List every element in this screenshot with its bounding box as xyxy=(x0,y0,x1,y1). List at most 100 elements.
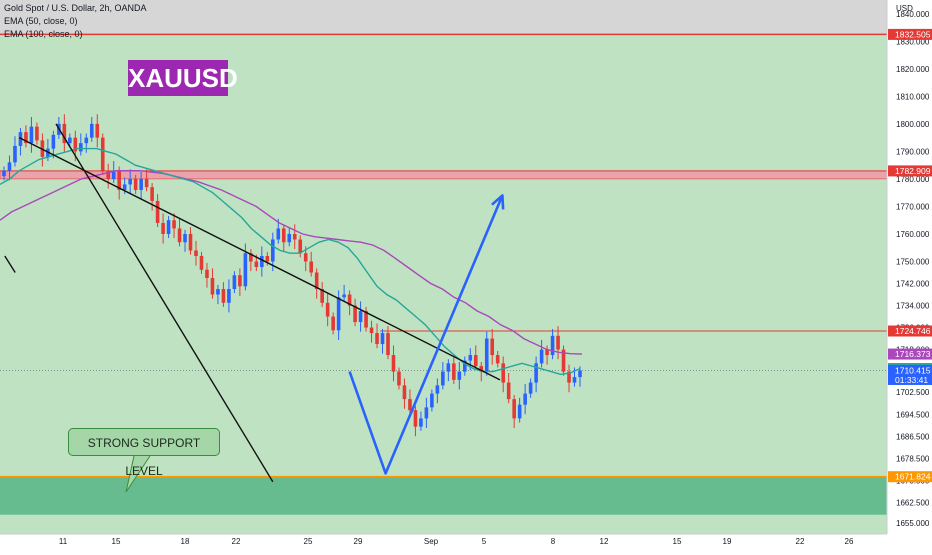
candle-body xyxy=(452,363,456,380)
candle-body xyxy=(397,371,401,386)
candle-body xyxy=(122,184,127,190)
candle-body xyxy=(216,289,220,295)
candle-body xyxy=(539,349,544,364)
candle-body xyxy=(111,170,116,179)
candle-body xyxy=(194,250,198,256)
price-tick-label: 1830.000 xyxy=(896,37,930,46)
candle-body xyxy=(227,289,231,303)
candle-body xyxy=(292,233,297,240)
candle-body xyxy=(183,233,187,243)
candle-body xyxy=(133,178,138,190)
candle-body xyxy=(117,170,121,190)
candle-body xyxy=(172,220,176,229)
candle-body xyxy=(413,410,418,427)
price-tick-label: 1810.000 xyxy=(896,92,930,101)
support-callout: STRONG SUPPORT LEVEL xyxy=(68,428,220,478)
candle-body xyxy=(89,123,94,138)
candle-body xyxy=(314,272,319,290)
candle-body xyxy=(2,170,6,177)
candle-body xyxy=(320,289,324,303)
candle-body xyxy=(161,222,165,234)
candle-body xyxy=(29,126,34,144)
price-label-tag xyxy=(888,364,932,385)
candle-body xyxy=(369,327,374,334)
candle-body xyxy=(364,311,368,328)
xauusd-title-badge: XAUUSD xyxy=(128,60,238,96)
candle-body xyxy=(199,255,204,270)
time-tick-label: 15 xyxy=(112,537,121,546)
candle-body xyxy=(238,275,242,287)
price-tick-label: 1742.000 xyxy=(896,280,930,289)
candle-body xyxy=(221,289,226,303)
candle-body xyxy=(435,385,440,394)
price-label-tag xyxy=(888,348,932,360)
candle-body xyxy=(155,200,160,223)
ema100-legend[interactable]: EMA (100, close, 0) xyxy=(4,29,83,39)
price-tick-label: 1655.000 xyxy=(896,519,930,528)
price-label-tag xyxy=(888,28,932,40)
price-tick-label: 1760.000 xyxy=(896,230,930,239)
price-tick-label: 1840.000 xyxy=(896,10,930,19)
candle-body xyxy=(567,371,571,383)
candle-body xyxy=(419,418,423,427)
candle-body xyxy=(62,123,67,144)
candle-body xyxy=(534,363,538,383)
candle-body xyxy=(336,297,341,331)
projection-arrowhead xyxy=(491,194,505,210)
candle-body xyxy=(523,393,527,405)
candle-body xyxy=(468,355,473,361)
candle-body xyxy=(243,253,248,287)
ema50-legend[interactable]: EMA (50, close, 0) xyxy=(4,16,78,26)
candle-body xyxy=(309,261,313,273)
time-tick-label: 22 xyxy=(232,537,241,546)
candle-body xyxy=(51,134,56,149)
resistance-zone xyxy=(0,170,888,180)
price-label-value: 1710.415 xyxy=(895,365,931,375)
candle-body xyxy=(13,145,17,163)
candle-body xyxy=(271,239,275,262)
candle-body xyxy=(24,132,28,144)
price-label-value: 1724.746 xyxy=(895,326,931,336)
candle-body xyxy=(298,239,303,254)
candle-body xyxy=(276,228,281,240)
callout-pointer xyxy=(125,455,151,493)
candle-body xyxy=(150,187,154,201)
time-tick-label: 15 xyxy=(673,537,682,546)
candle-body xyxy=(347,294,352,306)
candle-body xyxy=(578,370,582,378)
candle-body xyxy=(260,255,264,267)
candle-body xyxy=(106,170,111,179)
price-label-value: 1782.909 xyxy=(895,166,931,176)
price-tick-label: 1800.000 xyxy=(896,120,930,129)
time-axis-background xyxy=(0,534,932,550)
upper-trendline xyxy=(18,137,501,381)
price-tick-label: 1702.500 xyxy=(896,388,930,397)
price-label-countdown: 01:33:41 xyxy=(895,375,928,385)
price-label-value: 1671.824 xyxy=(895,472,931,482)
candle-body xyxy=(490,338,495,356)
candle-body xyxy=(506,382,511,400)
candle-body xyxy=(177,228,182,243)
price-tick-label: 1694.500 xyxy=(896,410,930,419)
projection-path xyxy=(348,194,504,475)
candle-body xyxy=(188,233,193,251)
candle-body xyxy=(139,178,143,190)
candle-body xyxy=(232,275,237,290)
candle-body xyxy=(463,360,467,372)
time-tick-label: 5 xyxy=(482,537,487,546)
candle-body xyxy=(380,333,385,345)
candle-body xyxy=(484,338,489,372)
candle-body xyxy=(210,278,215,295)
top-band xyxy=(0,0,887,35)
lower-trendline xyxy=(55,123,274,483)
time-tick-label: 12 xyxy=(600,537,609,546)
candle-body xyxy=(249,253,253,262)
candle-body xyxy=(501,363,505,383)
candle-body xyxy=(73,137,78,152)
candle-body xyxy=(391,355,396,372)
time-tick-label: 8 xyxy=(551,537,556,546)
symbol-title[interactable]: Gold Spot / U.S. Dollar, 2h, OANDA xyxy=(4,3,147,13)
candle-body xyxy=(342,294,346,298)
axis-currency: USD xyxy=(896,4,913,13)
price-tick-label: 1662.500 xyxy=(896,498,930,507)
